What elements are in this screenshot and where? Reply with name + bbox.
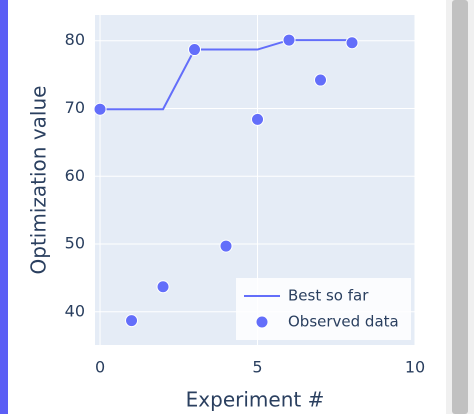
point [219,239,233,253]
x-tick-label: 5 [252,358,262,377]
legend-label: Observed data [288,313,399,331]
y-tick-label: 70 [65,98,85,117]
x-tick-label: 10 [405,358,425,377]
legend-label: Best so far [288,287,369,305]
y-tick-label: 50 [65,234,85,253]
y-tick-label: 40 [65,301,85,320]
point [282,33,296,47]
point [125,314,139,328]
point [93,102,107,116]
point [314,73,328,87]
x-axis-title: Experiment # [186,388,325,412]
y-tick-label: 80 [65,30,85,49]
marks [93,33,359,328]
scrollbar-thumb[interactable] [452,0,468,414]
x-tick-label: 0 [95,358,105,377]
y-tick-label: 60 [65,166,85,185]
legend: Best so far Observed data [236,278,411,340]
point [251,112,265,126]
side-bar [0,0,8,414]
point [156,280,170,294]
legend-marker [255,315,269,329]
line [100,39,353,111]
y-axis-title: Optimization value [27,86,51,275]
legend-box [236,278,411,340]
point [345,36,359,50]
point [188,43,202,57]
